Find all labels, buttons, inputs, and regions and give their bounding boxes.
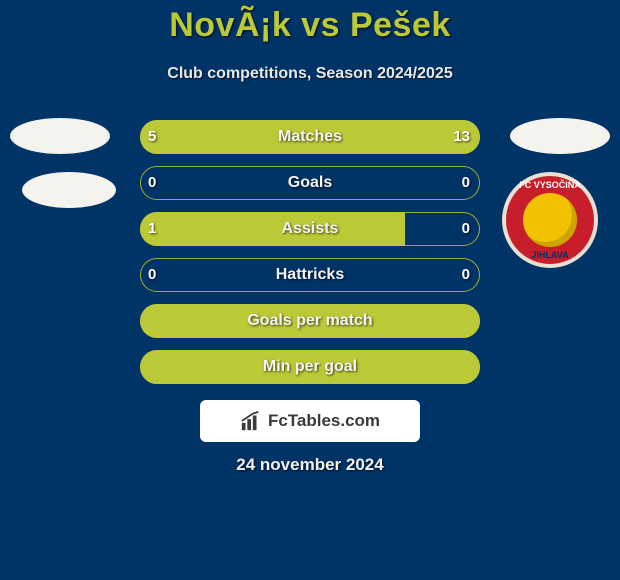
stat-label: Min per goal: [140, 350, 480, 384]
stat-row: Assists1 0: [0, 212, 620, 246]
stat-left-value: 0: [148, 258, 156, 292]
stat-label: Goals per match: [140, 304, 480, 338]
stat-label: Matches: [140, 120, 480, 154]
stats-container: Matches513Goals00Assists10Hattricks00Goa…: [0, 120, 620, 396]
stat-left-value: 1: [148, 212, 156, 246]
date-label: 24 november 2024: [0, 455, 620, 475]
stat-label: Goals: [140, 166, 480, 200]
stat-right-value: 0: [462, 258, 470, 292]
brand-logo-icon: [240, 410, 262, 432]
page-subtitle: Club competitions, Season 2024/2025: [0, 65, 620, 83]
stat-label: Hattricks: [140, 258, 480, 292]
stat-row: Matches5 13: [0, 120, 620, 154]
stat-right-value: 0: [462, 166, 470, 200]
stat-row: Goals per match: [0, 304, 620, 338]
stat-left-value: 5: [148, 120, 156, 154]
stat-row: Min per goal: [0, 350, 620, 384]
stat-row: Hattricks0 0: [0, 258, 620, 292]
brand-box[interactable]: FcTables.com: [200, 400, 420, 442]
stat-row: Goals0 0: [0, 166, 620, 200]
stat-right-value: 13: [453, 120, 470, 154]
stat-left-value: 0: [148, 166, 156, 200]
brand-text: FcTables.com: [268, 411, 380, 431]
stat-label: Assists: [140, 212, 480, 246]
page-title: NovÃ¡k vs Pešek: [0, 0, 620, 45]
stat-right-value: 0: [462, 212, 470, 246]
